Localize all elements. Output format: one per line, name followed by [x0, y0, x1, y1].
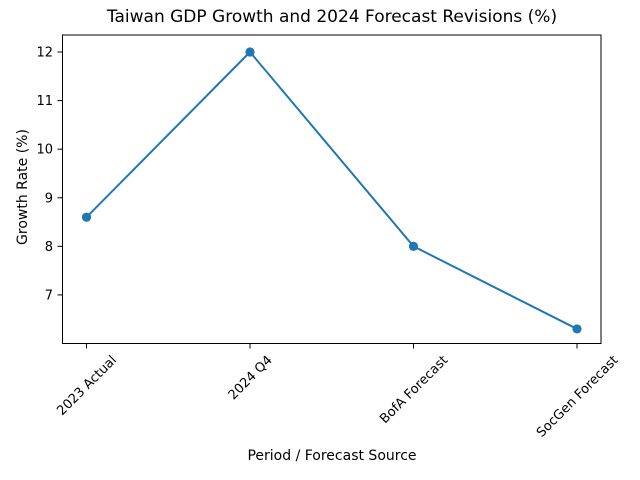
y-tick-label: 9	[45, 191, 53, 206]
y-tick-label: 10	[36, 143, 53, 158]
x-tick-label: BofA Forecast	[377, 353, 451, 427]
chart-title: Taiwan GDP Growth and 2024 Forecast Revi…	[106, 7, 558, 27]
x-tick-label: 2023 Actual	[54, 353, 120, 419]
data-point-1	[245, 47, 255, 57]
data-point-2	[408, 241, 419, 251]
y-tick-label: 12	[36, 46, 53, 61]
data-point-3	[572, 324, 582, 334]
y-axis-label: Growth Rate (%)	[15, 129, 31, 245]
data-line	[85, 51, 578, 330]
x-tick-label: SocGen Forecast	[534, 353, 622, 441]
x-tick-label: 2024 Q4	[226, 353, 276, 403]
x-axis-label: Period / Forecast Source	[247, 448, 417, 464]
axes-frame	[62, 34, 602, 344]
y-tick-label: 7	[45, 288, 53, 303]
data-point-0	[81, 212, 92, 222]
y-tick-label: 8	[45, 240, 53, 255]
y-tick-label: 11	[36, 94, 53, 109]
